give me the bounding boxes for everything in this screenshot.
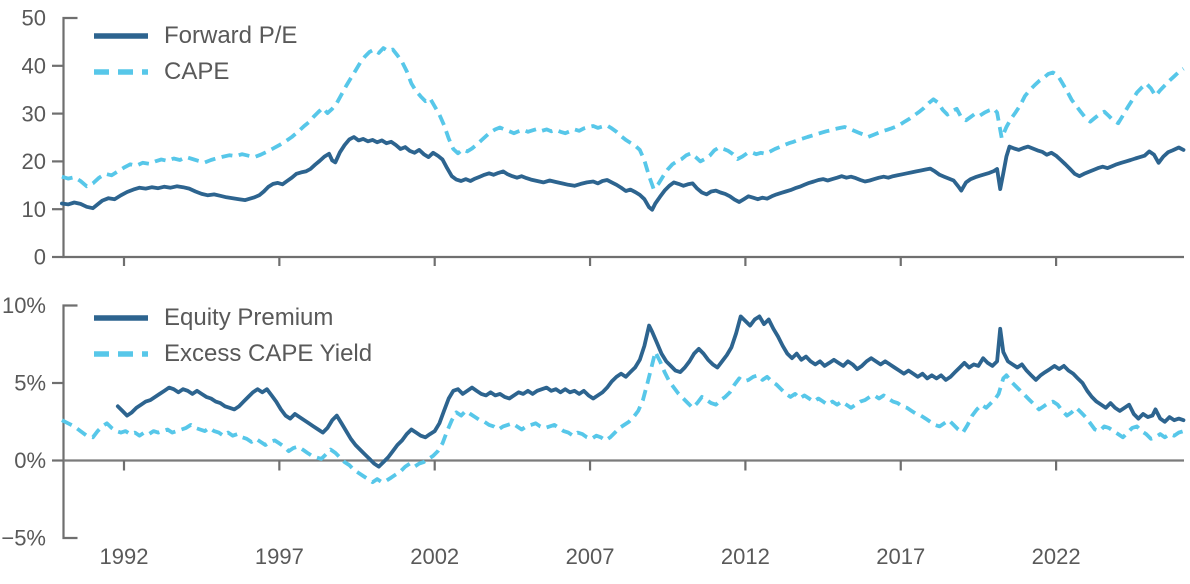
y-tick-label: 0: [34, 245, 46, 270]
legend-label: Excess CAPE Yield: [164, 339, 373, 367]
equity-premium-line: [115, 314, 1186, 469]
legend-item-equity-premium: Equity Premium: [94, 303, 372, 332]
legend-label: Forward P/E: [164, 21, 298, 49]
x-tick-label: 2022: [1032, 544, 1081, 569]
y-tick-label: 5%: [14, 371, 46, 396]
cape-line: [61, 46, 1185, 192]
solid-line-swatch-icon: [94, 32, 148, 39]
solid-line-swatch-icon: [94, 314, 148, 321]
excess-cape-yield-line: [61, 350, 1185, 485]
legend-label: Equity Premium: [164, 303, 334, 331]
legend-item-excess-cape-yield: Excess CAPE Yield: [94, 339, 372, 368]
x-tick-label: 1992: [100, 544, 149, 569]
top-panel-legend: Forward P/E CAPE: [94, 21, 297, 86]
bottom-panel-legend: Equity Premium Excess CAPE Yield: [94, 303, 372, 368]
y-tick-label: 20: [22, 149, 46, 174]
x-tick-label: 2017: [876, 544, 925, 569]
panel-premium: −5% 0% 5% 10% 1992 1997 2002 2007 2012 2017 2022: [1, 293, 1186, 569]
premium-axes: −5% 0% 5% 10% 1992 1997 2002 2007 2012 2017 2022: [1, 293, 1184, 569]
x-tick-label: 2007: [566, 544, 615, 569]
y-tick-label: 50: [22, 6, 46, 31]
y-tick-label: 30: [22, 101, 46, 126]
y-tick-label: −5%: [1, 526, 46, 551]
legend-item-cape: CAPE: [94, 57, 297, 86]
legend-label: CAPE: [164, 57, 230, 85]
legend-item-forward-pe: Forward P/E: [94, 21, 297, 50]
x-tick-label: 2002: [410, 544, 459, 569]
y-tick-label: 0%: [14, 448, 46, 473]
forward-p-e-line: [60, 135, 1186, 212]
y-tick-label: 10%: [2, 293, 46, 318]
dashed-line-swatch-icon: [94, 68, 148, 75]
x-tick-label: 1997: [255, 544, 304, 569]
dashed-line-swatch-icon: [94, 350, 148, 357]
panel-valuation: 0 10 20 30 40 50: [22, 6, 1186, 270]
x-tick-label: 2012: [721, 544, 770, 569]
axis-spine: [62, 16, 1184, 259]
valuation-axes: 0 10 20 30 40 50: [22, 6, 1184, 270]
y-tick-label: 40: [22, 54, 46, 79]
y-tick-label: 10: [22, 197, 46, 222]
